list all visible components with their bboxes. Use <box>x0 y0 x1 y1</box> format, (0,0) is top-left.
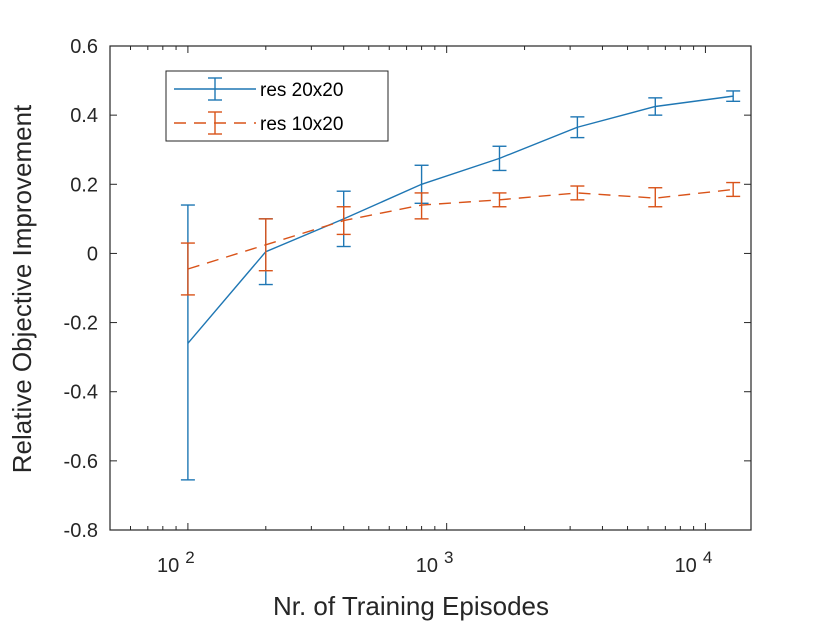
y-tick-label: -0.6 <box>64 451 98 473</box>
y-axis-title: Relative Objective Improvement <box>7 104 37 473</box>
series-0 <box>180 90 741 481</box>
axes-layer: -0.8 -0.6 -0.4 -0.2 0 0.2 0.4 0.6 10 2 10 3 10 4 <box>64 36 752 577</box>
y-tick-label: 0.4 <box>70 105 98 127</box>
y-tick-label: 0 <box>87 243 98 265</box>
y-tick-label: -0.2 <box>64 313 98 335</box>
x-axis-title: Nr. of Training Episodes <box>273 591 549 621</box>
y-tick-label: 0.6 <box>70 36 98 58</box>
x-tick-label-exponent: 2 <box>185 548 194 567</box>
x-tick-label-exponent: 4 <box>703 548 712 567</box>
x-tick-label: 10 3 <box>416 548 454 577</box>
plot-box <box>109 45 752 531</box>
y-tick-label: -0.8 <box>64 520 98 542</box>
series-line <box>187 188 734 270</box>
x-tick-label: 10 4 <box>675 548 713 577</box>
legend-box <box>165 70 389 142</box>
y-tick-label: -0.4 <box>64 382 98 404</box>
x-tick-label-base: 10 <box>157 555 179 577</box>
series-line <box>187 95 734 344</box>
y-tick-label: 0.2 <box>70 174 98 196</box>
x-tick-label-base: 10 <box>416 555 438 577</box>
series-1 <box>180 181 741 296</box>
x-tick-label: 10 2 <box>157 548 195 577</box>
legend-label: res 10x20 <box>260 114 343 135</box>
x-tick-label-base: 10 <box>675 555 697 577</box>
legend: res 20x20 res 10x20 <box>165 70 389 142</box>
x-tick-label-exponent: 3 <box>444 548 453 567</box>
legend-label: res 20x20 <box>260 80 343 101</box>
series-layer <box>180 90 741 481</box>
